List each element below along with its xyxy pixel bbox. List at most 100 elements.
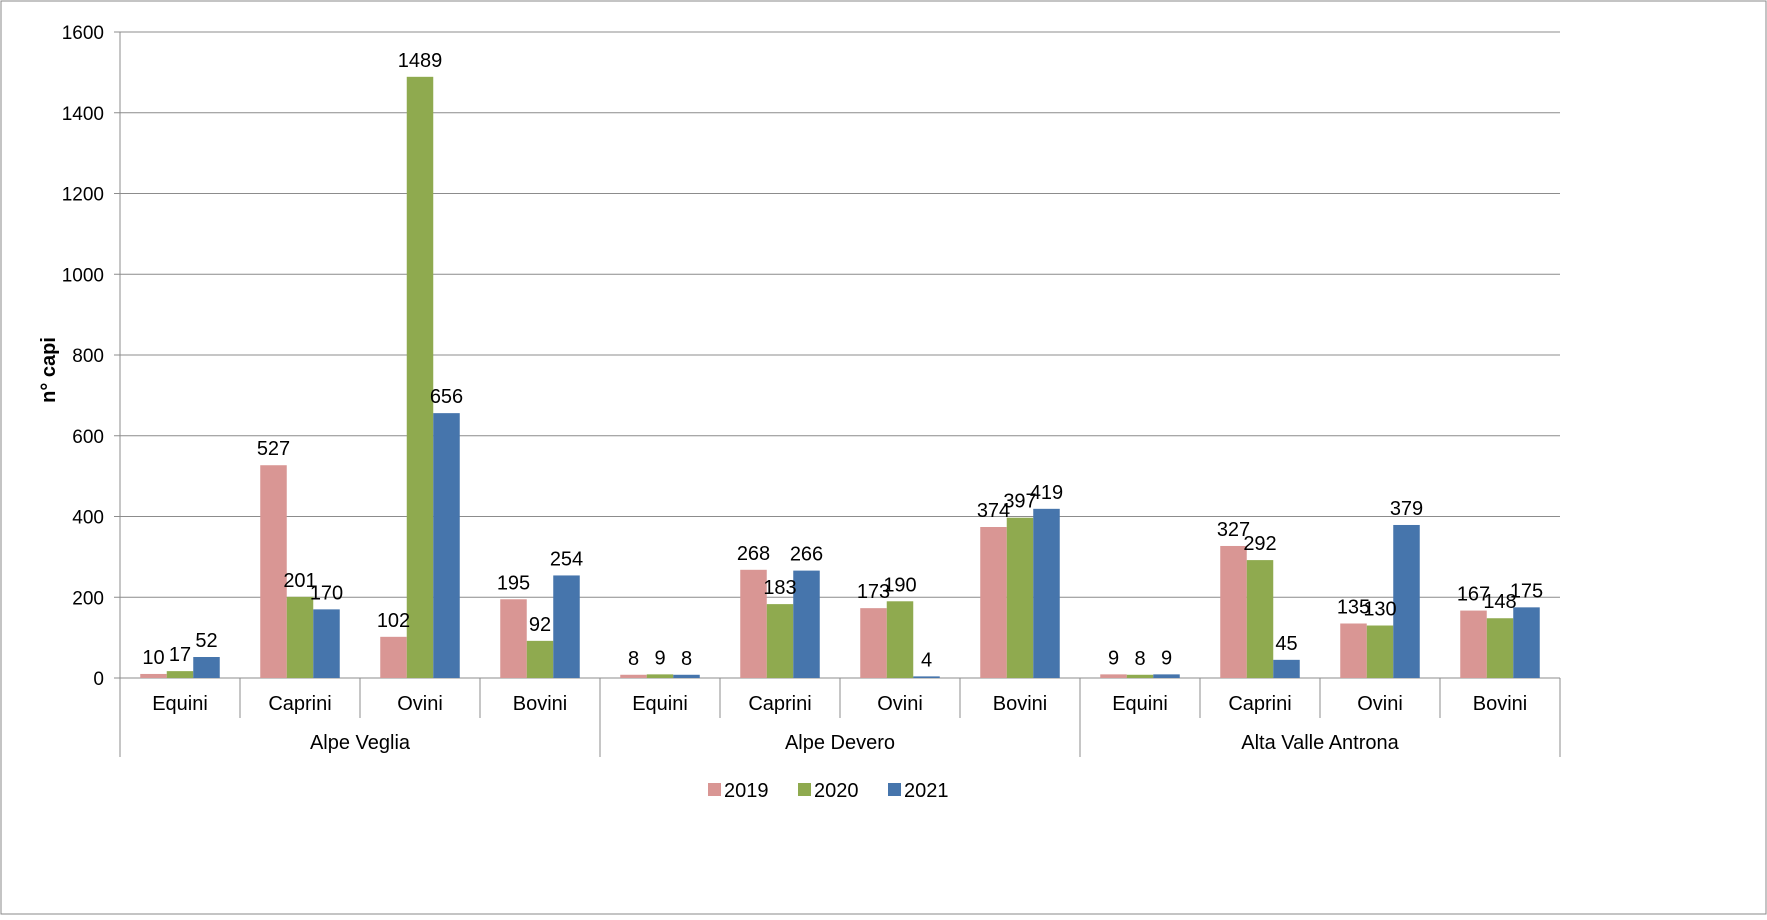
x-category-label: Caprini [748,693,811,715]
data-label: 8 [628,648,639,670]
bar-2019 [1100,674,1127,678]
bar-2020 [1006,517,1034,678]
data-label: 397 [1003,491,1036,513]
data-label: 656 [430,386,463,408]
legend: 2019 2020 2021 [708,780,949,802]
data-label: 268 [737,543,770,565]
bar-2019 [620,674,647,678]
bar-2021 [313,609,340,678]
x-category-label: Ovini [1357,693,1403,715]
x-group-label: Alpe Devero [785,732,895,754]
x-category-label: Equini [1112,693,1168,715]
bar-2020 [886,601,914,678]
legend-label: 2021 [904,780,949,802]
data-label: 8 [681,648,692,670]
data-label: 130 [1363,599,1396,621]
x-category-label: Equini [632,693,688,715]
data-label: 1489 [398,50,443,72]
bar-2021 [673,674,700,678]
data-label: 327 [1217,519,1250,541]
data-label: 9 [1108,647,1119,669]
x-category-label: Equini [152,693,208,715]
legend-swatch [798,783,811,796]
x-category-label: Bovini [1473,693,1527,715]
bar-2021 [1273,659,1300,678]
data-label: 201 [283,570,316,592]
y-tick-label: 1000 [62,265,104,286]
bar-2020 [1126,674,1154,678]
data-label: 4 [921,649,932,671]
bar-2021 [433,413,460,678]
bar-2021 [193,657,220,678]
data-label: 170 [310,582,343,604]
x-category-label: Ovini [397,693,443,715]
data-label: 45 [1275,633,1297,655]
data-label: 148 [1483,591,1516,613]
legend-swatch [888,783,901,796]
bars [140,76,1540,678]
data-label: 9 [1161,647,1172,669]
bar-2020 [166,671,194,678]
data-label: 92 [529,614,551,636]
y-tick-label: 600 [72,427,104,448]
data-label: 266 [790,544,823,566]
bar-2020 [526,640,554,678]
data-label: 527 [257,438,290,460]
bar-2019 [500,599,527,678]
y-tick-label: 200 [72,588,104,609]
x-category-label: Caprini [268,693,331,715]
data-label: 419 [1030,482,1063,504]
bar-2021 [1033,508,1060,678]
bar-2020 [1366,625,1394,678]
bar-2019 [1220,545,1247,678]
data-label: 52 [195,630,217,652]
y-axis-title: n° capi [38,337,60,403]
bar-2019 [140,673,167,678]
data-label: 102 [377,610,410,632]
legend-label: 2020 [814,780,859,802]
y-tick-label: 800 [72,346,104,367]
legend-swatch [708,783,721,796]
bar-2019 [980,526,1007,678]
data-label: 8 [1134,648,1145,670]
y-tick-label: 1400 [62,104,104,125]
data-label: 379 [1390,498,1423,520]
bar-2021 [793,570,820,678]
data-label: 9 [654,647,665,669]
data-label: 183 [763,577,796,599]
bar-2021 [1393,524,1420,678]
bar-2020 [766,604,794,678]
data-label: 17 [169,644,191,666]
x-group-label: Alta Valle Antrona [1241,732,1399,754]
bar-2019 [260,465,287,678]
y-tick-label: 1200 [62,185,104,206]
y-tick-label: 400 [72,508,104,529]
x-category-label: Ovini [877,693,923,715]
data-label: 374 [977,500,1010,522]
bar-2019 [1460,610,1487,678]
bar-2020 [406,76,434,678]
x-group-label: Alpe Veglia [310,732,411,754]
bar-2019 [1340,623,1367,678]
bar-2019 [380,636,407,678]
bar-2020 [1486,618,1514,678]
data-label: 292 [1243,533,1276,555]
data-label: 135 [1337,596,1370,618]
y-tick-label: 1600 [62,23,104,44]
bar-2019 [860,608,887,678]
data-label: 10 [142,647,164,669]
data-label: 175 [1510,580,1543,602]
legend-label: 2019 [724,780,769,802]
data-label: 195 [497,572,530,594]
x-category-label: Bovini [993,693,1047,715]
x-category-label: Bovini [513,693,567,715]
bar-2020 [646,674,674,678]
gridlines [120,31,1560,598]
axes: 0 200 400 600 800 1000 1200 1400 1600 Equini Capri… [62,23,1561,757]
x-category-label: Caprini [1228,693,1291,715]
bar-2020 [286,596,314,678]
data-label: 167 [1457,584,1490,606]
